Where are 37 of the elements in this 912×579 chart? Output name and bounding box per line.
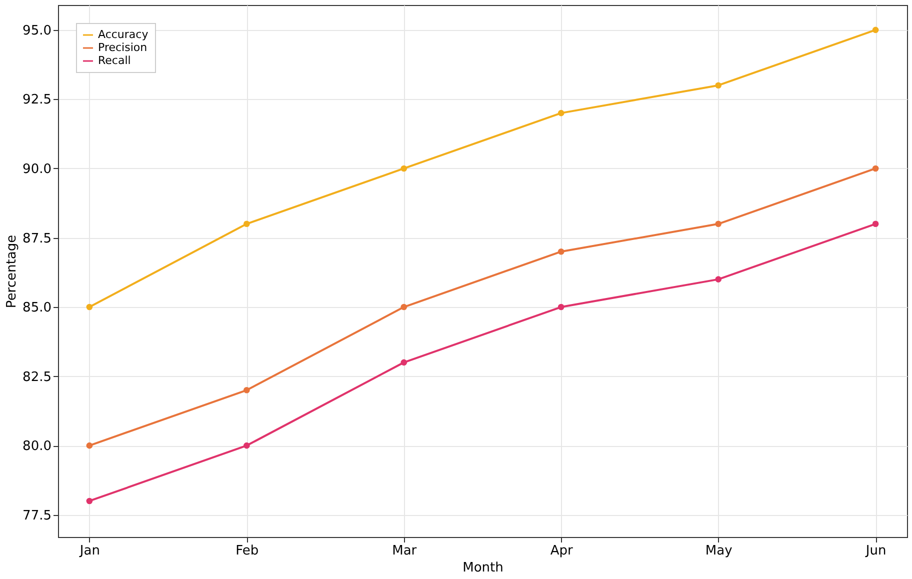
x-tick-label: Apr [550, 544, 574, 558]
y-tick-label: 77.5 [22, 508, 52, 524]
point [715, 220, 722, 228]
y-tick-label: 87.5 [22, 231, 52, 246]
point [400, 165, 408, 172]
point [715, 276, 722, 282]
y-tick-label: 80.0 [22, 439, 52, 454]
point [400, 359, 408, 366]
y-tick-label: 85.0 [22, 300, 52, 316]
point [244, 386, 250, 394]
point [872, 165, 879, 172]
x-tick-label: Feb [236, 544, 259, 558]
x-axis-title: Month [462, 560, 504, 576]
y-tick-label: 82.5 [22, 370, 52, 385]
y-tick-label: 95.0 [22, 23, 52, 38]
x-tick-label: Jun [864, 544, 886, 558]
y-tick-label: 90.0 [22, 162, 52, 177]
x-tick-label: Mar [392, 544, 418, 558]
point [872, 220, 879, 228]
point [715, 82, 722, 89]
legend-label: Recall [98, 54, 131, 67]
point [86, 304, 93, 310]
point [86, 498, 93, 504]
x-tick-label: May [705, 544, 733, 558]
x-tick-label: Jan [78, 544, 100, 558]
y-tick-label: 92.5 [22, 92, 52, 108]
point [86, 442, 93, 449]
point [558, 110, 564, 116]
y-axis-title: Percentage [4, 234, 20, 308]
point [558, 248, 564, 255]
legend-label: Precision [98, 41, 148, 54]
legend-label: Accuracy [98, 28, 149, 41]
point [558, 304, 564, 310]
point [400, 304, 408, 310]
point [244, 220, 250, 228]
point [244, 442, 250, 449]
point [872, 26, 879, 34]
